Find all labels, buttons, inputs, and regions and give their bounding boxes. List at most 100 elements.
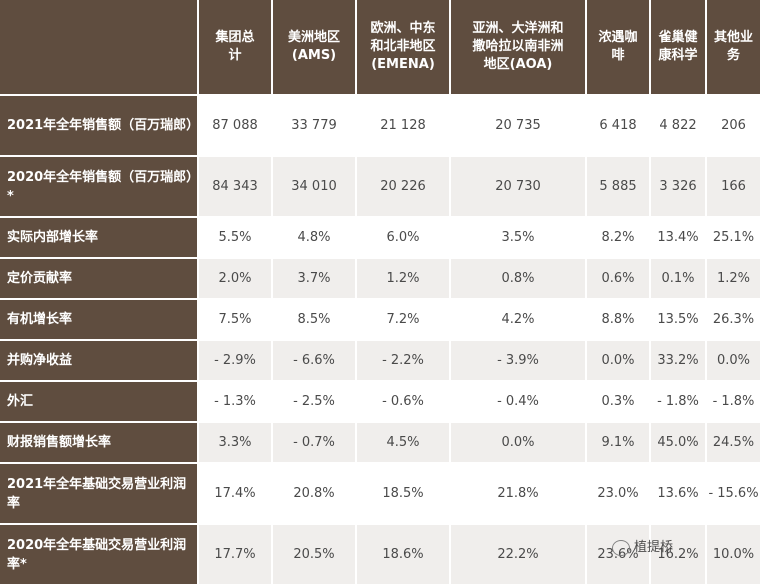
- cell: 16.2%: [650, 524, 707, 586]
- cell: 21 128: [356, 95, 451, 157]
- header-ams: 美洲地区(AMS): [272, 0, 357, 96]
- table-row: 财报销售额增长率 3.3% - 0.7% 4.5% 0.0% 9.1% 45.0…: [0, 422, 761, 464]
- cell: 25.1%: [706, 217, 761, 259]
- cell: 7.2%: [356, 299, 451, 341]
- cell: 17.4%: [198, 463, 273, 525]
- cell: 3.7%: [272, 258, 357, 300]
- cell: - 0.7%: [272, 422, 357, 464]
- table-row: 并购净收益 - 2.9% - 6.6% - 2.2% - 3.9% 0.0% 3…: [0, 340, 761, 382]
- cell: 20.8%: [272, 463, 357, 525]
- cell: 0.1%: [650, 258, 707, 300]
- cell: 1.2%: [356, 258, 451, 300]
- table-row: 2020年全年销售额（百万瑞郎）* 84 343 34 010 20 226 2…: [0, 156, 761, 218]
- header-health-science: 雀巢健康科学: [650, 0, 707, 96]
- cell: 18.6%: [356, 524, 451, 586]
- cell: 10.0%: [706, 524, 761, 586]
- cell: 23.0%: [586, 463, 651, 525]
- cell: 0.0%: [586, 340, 651, 382]
- cell: 26.3%: [706, 299, 761, 341]
- cell: 17.7%: [198, 524, 273, 586]
- cell: 0.0%: [450, 422, 587, 464]
- table-row: 实际内部增长率 5.5% 4.8% 6.0% 3.5% 8.2% 13.4% 2…: [0, 217, 761, 259]
- cell: 13.4%: [650, 217, 707, 259]
- cell: 166: [706, 156, 761, 218]
- table-row: 外汇 - 1.3% - 2.5% - 0.6% - 0.4% 0.3% - 1.…: [0, 381, 761, 423]
- cell: - 3.9%: [450, 340, 587, 382]
- header-label: 亚洲、大洋洲和撒哈拉以南非洲地区(AOA): [472, 21, 564, 72]
- row-label: 2020年全年基础交易营业利润率*: [0, 524, 199, 586]
- wechat-icon: [612, 539, 630, 556]
- cell: 0.6%: [586, 258, 651, 300]
- cell: - 0.4%: [450, 381, 587, 423]
- cell: 3.3%: [198, 422, 273, 464]
- table-row: 2020年全年基础交易营业利润率* 17.7% 20.5% 18.6% 22.2…: [0, 524, 761, 586]
- cell: 0.3%: [586, 381, 651, 423]
- cell: 45.0%: [650, 422, 707, 464]
- row-label: 有机增长率: [0, 299, 199, 341]
- cell: - 1.8%: [706, 381, 761, 423]
- cell: - 2.2%: [356, 340, 451, 382]
- cell: 2.0%: [198, 258, 273, 300]
- header-label: 集团总计: [215, 30, 255, 63]
- row-label: 外汇: [0, 381, 199, 423]
- header-label: 浓遇咖啡: [598, 30, 638, 63]
- table-row: 有机增长率 7.5% 8.5% 7.2% 4.2% 8.8% 13.5% 26.…: [0, 299, 761, 341]
- cell: 6.0%: [356, 217, 451, 259]
- cell: 21.8%: [450, 463, 587, 525]
- cell: 87 088: [198, 95, 273, 157]
- cell: 4.8%: [272, 217, 357, 259]
- cell: 4.5%: [356, 422, 451, 464]
- header-corner: [0, 0, 199, 96]
- header-label: 其他业务: [713, 30, 753, 63]
- header-row: 集团总计 美洲地区(AMS) 欧洲、中东和北非地区(EMENA) 亚洲、大洋洲和…: [0, 0, 761, 96]
- cell: 0.8%: [450, 258, 587, 300]
- cell: 24.5%: [706, 422, 761, 464]
- header-group-total: 集团总计: [198, 0, 273, 96]
- watermark: 植提桥: [612, 536, 673, 556]
- header-label: 欧洲、中东和北非地区(EMENA): [370, 21, 436, 72]
- cell: 1.2%: [706, 258, 761, 300]
- cell: 18.5%: [356, 463, 451, 525]
- row-label: 实际内部增长率: [0, 217, 199, 259]
- cell: 20 735: [450, 95, 587, 157]
- cell: 8.5%: [272, 299, 357, 341]
- row-label: 2021年全年基础交易营业利润率: [0, 463, 199, 525]
- cell: 20 730: [450, 156, 587, 218]
- cell: 206: [706, 95, 761, 157]
- cell: - 0.6%: [356, 381, 451, 423]
- row-label: 并购净收益: [0, 340, 199, 382]
- cell: 33 779: [272, 95, 357, 157]
- table-row: 2021年全年基础交易营业利润率 17.4% 20.8% 18.5% 21.8%…: [0, 463, 761, 525]
- header-nespresso: 浓遇咖啡: [586, 0, 651, 96]
- cell: 84 343: [198, 156, 273, 218]
- cell: 20.5%: [272, 524, 357, 586]
- cell: 4.2%: [450, 299, 587, 341]
- row-label: 财报销售额增长率: [0, 422, 199, 464]
- cell: - 2.5%: [272, 381, 357, 423]
- header-emena: 欧洲、中东和北非地区(EMENA): [356, 0, 451, 96]
- header-aoa: 亚洲、大洋洲和撒哈拉以南非洲地区(AOA): [450, 0, 587, 96]
- cell: 8.2%: [586, 217, 651, 259]
- cell: 6 418: [586, 95, 651, 157]
- header-other: 其他业务: [706, 0, 761, 96]
- row-label: 2021年全年销售额（百万瑞郎）: [0, 95, 199, 157]
- table-row: 2021年全年销售额（百万瑞郎） 87 088 33 779 21 128 20…: [0, 95, 761, 157]
- cell: - 6.6%: [272, 340, 357, 382]
- cell: - 15.6%: [706, 463, 761, 525]
- header-label: 美洲地区(AMS): [287, 30, 340, 63]
- cell: 7.5%: [198, 299, 273, 341]
- cell: 22.2%: [450, 524, 587, 586]
- cell: 9.1%: [586, 422, 651, 464]
- cell: 8.8%: [586, 299, 651, 341]
- cell: - 2.9%: [198, 340, 273, 382]
- row-label: 定价贡献率: [0, 258, 199, 300]
- cell: 13.6%: [650, 463, 707, 525]
- cell: 0.0%: [706, 340, 761, 382]
- cell: 34 010: [272, 156, 357, 218]
- cell: 5 885: [586, 156, 651, 218]
- cell: 5.5%: [198, 217, 273, 259]
- cell: - 1.3%: [198, 381, 273, 423]
- table-row: 定价贡献率 2.0% 3.7% 1.2% 0.8% 0.6% 0.1% 1.2%: [0, 258, 761, 300]
- header-label: 雀巢健康科学: [658, 30, 698, 63]
